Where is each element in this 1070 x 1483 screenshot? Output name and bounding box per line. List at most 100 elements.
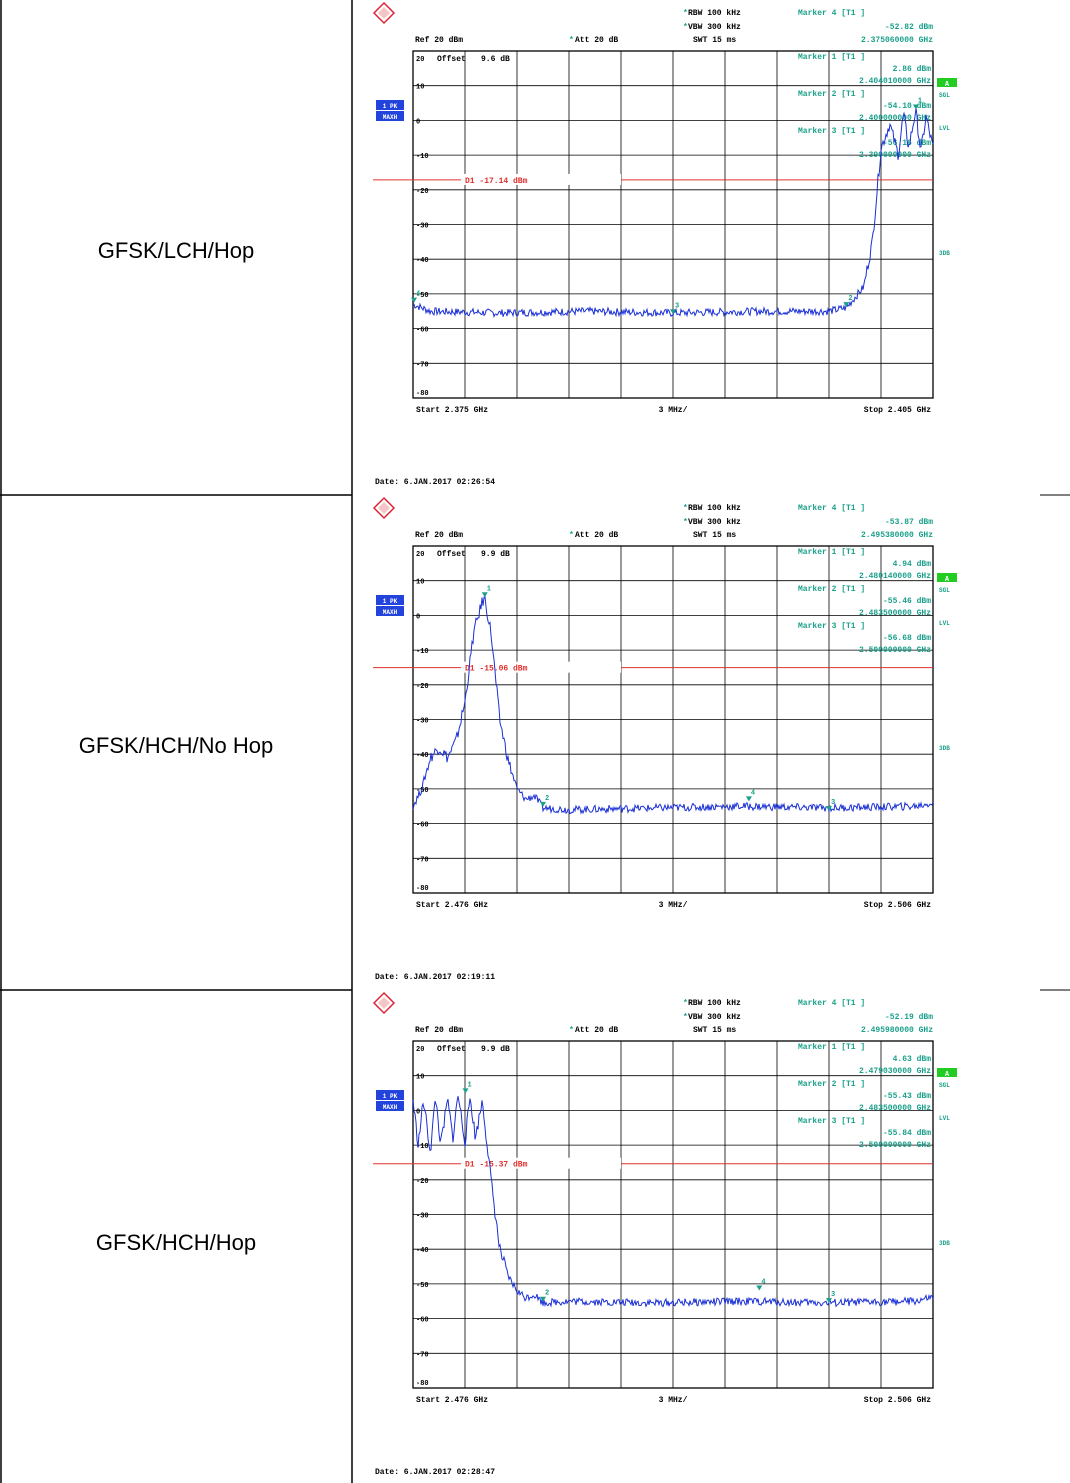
display-line-label: D1 -15.06 dBm [465, 665, 528, 674]
lvl-label: LVL [939, 620, 950, 627]
marker-title: Marker 4 [T1 ] [798, 504, 865, 513]
marker-triangle-icon [481, 592, 488, 598]
marker-number: 3 [831, 799, 835, 807]
stop-frequency: Stop 2.506 GHz [864, 1396, 931, 1405]
marker-level: 4.94 dBm [893, 560, 932, 569]
capture-date: Date: 6.JAN.2017 02:28:47 [375, 1468, 495, 1477]
marker-level: -55.46 dBm [883, 597, 931, 606]
marker-triangle-icon [745, 796, 752, 802]
marker-frequency: 2.483500000 GHz [859, 609, 931, 618]
trace-badge [376, 1101, 404, 1111]
a-badge [937, 78, 957, 87]
offset-label: Offset [437, 1045, 466, 1054]
y-tick-label: -70 [416, 1351, 429, 1359]
table-row: GFSK/LCH/Hop RBW 100 kHz VBW 300 kHz SWT 1… [0, 0, 1070, 495]
sgl-label: SGL [939, 587, 950, 594]
offset-value: 9.9 dB [481, 550, 510, 559]
trace-badge [376, 1090, 404, 1100]
swt-setting: SWT 15 ms [693, 1026, 736, 1035]
lvl-label: LVL [939, 1115, 950, 1122]
vbw-setting: VBW 300 kHz [688, 23, 741, 32]
offset-value: 9.6 dB [481, 55, 510, 64]
marker-title: Marker 4 [T1 ] [798, 999, 865, 1008]
marker-triangle-icon [540, 801, 546, 807]
vbw-setting: VBW 300 kHz [688, 518, 741, 527]
marker-title: Marker 1 [T1 ] [798, 548, 865, 557]
marker-level: -52.82 dBm [885, 23, 933, 32]
sgl-label: SGL [939, 92, 950, 99]
y-tick-label: -30 [416, 1213, 429, 1221]
y-tick-label: -20 [416, 188, 429, 196]
trace-badge-label: 1 PK [383, 1093, 398, 1100]
span-per-division: 3 MHz/ [659, 901, 688, 910]
logo-inner-icon [378, 7, 390, 19]
attenuation: Att 20 dB [575, 531, 618, 540]
rbw-setting: RBW 100 kHz [688, 999, 741, 1008]
marker-title: Marker 2 [T1 ] [798, 90, 865, 99]
stop-frequency: Stop 2.506 GHz [864, 901, 931, 910]
marker-number: 1 [487, 585, 491, 593]
stop-frequency: Stop 2.405 GHz [864, 406, 931, 415]
display-line-label: D1 -15.37 dBm [465, 1161, 528, 1170]
vbw-star: * [683, 23, 688, 32]
spectrum-plot: RBW 100 kHz VBW 300 kHz SWT 15 ms Ref 20 dB… [353, 495, 1070, 990]
marker-number: 4 [416, 291, 420, 299]
start-frequency: Start 2.375 GHz [416, 406, 488, 415]
marker-number: 1 [918, 97, 922, 105]
marker-frequency: 2.483500000 GHz [859, 1104, 931, 1113]
offset-label: Offset [437, 550, 466, 559]
attenuation: Att 20 dB [575, 1026, 618, 1035]
marker-title: Marker 3 [T1 ] [798, 127, 865, 136]
trace-line [412, 595, 934, 815]
y-tick-label: -80 [416, 885, 429, 893]
y-tick-label: -50 [416, 292, 429, 300]
y-tick-label: -10 [416, 648, 429, 656]
3db-label: 3DB [939, 745, 950, 752]
a-badge-label: A [945, 576, 950, 584]
marker-frequency: 2.495380000 GHz [861, 531, 933, 540]
marker-frequency: 2.479030000 GHz [859, 1067, 931, 1076]
swt-setting: SWT 15 ms [693, 36, 736, 45]
row-label: GFSK/HCH/Hop [95, 1230, 257, 1255]
marker-level: -53.87 dBm [885, 518, 933, 527]
y-tick-label: -40 [416, 1247, 429, 1255]
marker-title: Marker 2 [T1 ] [798, 1080, 865, 1089]
y-tick-label: -20 [416, 1178, 429, 1186]
offset-label: Offset [437, 55, 466, 64]
marker-title: Marker 3 [T1 ] [798, 1117, 865, 1126]
y-tick-label: 10 [416, 84, 424, 92]
start-frequency: Start 2.476 GHz [416, 1396, 488, 1405]
y-tick-label: 20 [416, 56, 424, 64]
span-per-division: 3 MHz/ [659, 1396, 688, 1405]
marker-title: Marker 2 [T1 ] [798, 585, 865, 594]
marker-level: -54.10 dBm [883, 102, 931, 111]
logo-inner-icon [378, 502, 390, 514]
3db-label: 3DB [939, 250, 950, 257]
y-tick-label: 10 [416, 1074, 424, 1082]
marker-frequency: 2.480140000 GHz [859, 572, 931, 581]
ref-level: Ref 20 dBm [415, 531, 463, 540]
3db-label: 3DB [939, 1240, 950, 1247]
marker-level: -52.19 dBm [885, 1013, 933, 1022]
y-tick-label: 0 [416, 118, 420, 126]
y-tick-label: -10 [416, 153, 429, 161]
y-tick-label: -50 [416, 1282, 429, 1290]
start-frequency: Start 2.476 GHz [416, 901, 488, 910]
spectrum-plot-svg: RBW 100 kHz VBW 300 kHz SWT 15 ms Ref 20 dB… [372, 991, 957, 1477]
y-tick-label: -40 [416, 257, 429, 265]
rbw-star: * [683, 999, 688, 1008]
trace-line [412, 1096, 934, 1308]
trace-badge-label: 1 PK [383, 103, 398, 110]
a-badge [937, 573, 957, 582]
marker-level: 2.86 dBm [893, 65, 932, 74]
att-star: * [569, 1026, 574, 1035]
table-row: GFSK/HCH/No Hop RBW 100 kHz VBW 300 kHz SW… [0, 495, 1070, 990]
rbw-star: * [683, 9, 688, 18]
marker-frequency: 2.500000000 GHz [859, 646, 931, 655]
marker-number: 2 [545, 795, 549, 803]
marker-frequency: 2.400000000 GHz [859, 114, 931, 123]
y-tick-label: 20 [416, 551, 424, 559]
y-tick-label: -70 [416, 856, 429, 864]
marker-level: -56.68 dBm [883, 634, 931, 643]
